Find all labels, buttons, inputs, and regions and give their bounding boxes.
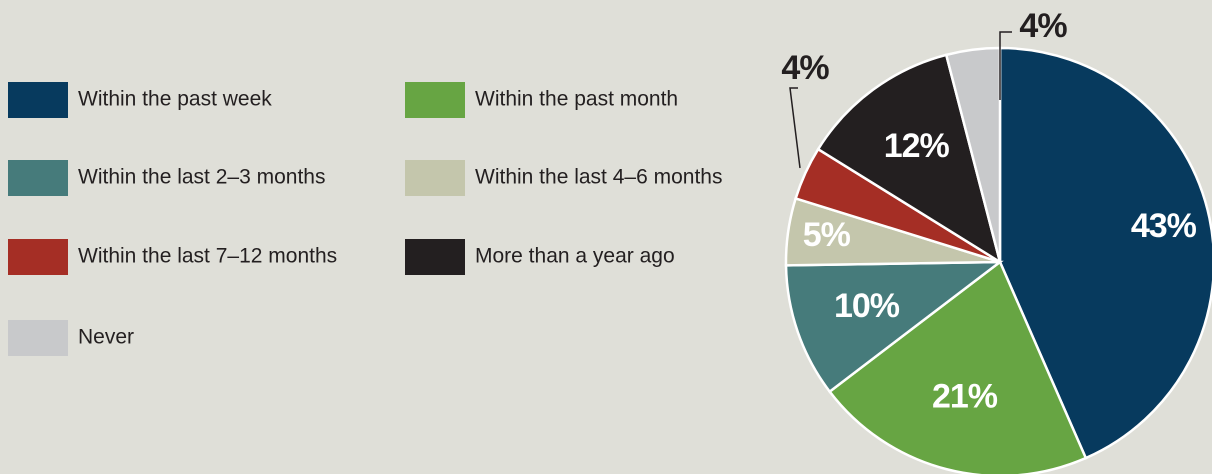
- legend-label: Within the last 2–3 months: [78, 166, 325, 189]
- legend-swatch: [405, 82, 465, 118]
- data-label: 5%: [803, 216, 851, 254]
- pie-slice: [998, 46, 1212, 460]
- pie-slice: [784, 260, 1004, 394]
- legend-swatch: [8, 239, 68, 275]
- legend-label: Within the past month: [475, 88, 678, 111]
- legend-swatch: [405, 160, 465, 196]
- leader-line: [789, 87, 801, 169]
- legend-swatch: [405, 239, 465, 275]
- legend-label: Within the last 7–12 months: [78, 245, 337, 268]
- data-label: 10%: [834, 287, 900, 325]
- data-label: 4%: [1019, 7, 1067, 45]
- legend-swatch: [8, 82, 68, 118]
- leader-line: [999, 31, 1012, 100]
- legend-swatch: [8, 320, 68, 356]
- legend-label: Never: [78, 326, 134, 349]
- data-label: 43%: [1131, 207, 1197, 245]
- pie-slice: [816, 53, 1002, 265]
- legend-swatch: [8, 160, 68, 196]
- data-label: 21%: [932, 378, 998, 416]
- data-label: 4%: [781, 49, 829, 87]
- data-label: 12%: [884, 127, 950, 165]
- legend-label: More than a year ago: [475, 245, 675, 268]
- pie-slice: [827, 260, 1088, 474]
- legend-label: Within the last 4–6 months: [475, 166, 722, 189]
- legend-label: Within the past week: [78, 88, 272, 111]
